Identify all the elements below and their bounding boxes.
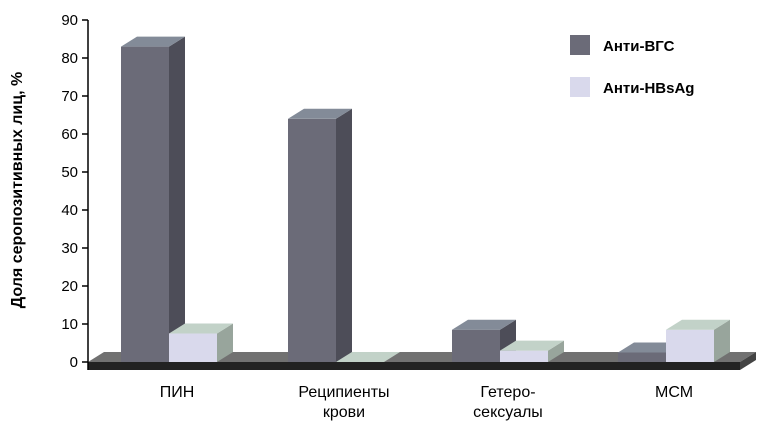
y-tick-label: 10	[61, 316, 78, 333]
floor-top	[88, 352, 756, 362]
y-tick-label: 20	[61, 278, 78, 295]
bar-side	[336, 108, 352, 362]
legend: Анти-ВГС Анти-HBsAg	[570, 35, 694, 97]
bar-top	[500, 340, 564, 351]
bar-top	[121, 36, 185, 47]
y-axis: 0 10 20 30 40 50 60 70 80 90	[61, 12, 89, 371]
bar-front	[169, 333, 217, 362]
bar-side	[217, 323, 233, 362]
y-tick-label: 80	[61, 50, 78, 67]
floor-side	[740, 352, 756, 370]
bar-front	[500, 350, 548, 362]
bar-front	[618, 352, 666, 362]
bar-anti-hbsag-2	[500, 340, 564, 362]
bars	[121, 36, 730, 362]
legend-swatch	[570, 77, 590, 97]
bar-top	[169, 323, 233, 334]
bar-anti-hcv-0	[121, 36, 185, 362]
y-tick-label: 30	[61, 240, 78, 257]
bar-side	[169, 36, 185, 362]
bar-top	[452, 319, 516, 330]
bar-top	[666, 319, 730, 330]
bar-front	[666, 329, 714, 362]
bar-top	[336, 352, 400, 362]
y-axis-title: Доля серопозитивных лиц, %	[9, 72, 26, 308]
chart-floor	[88, 352, 756, 370]
bar-side	[714, 319, 730, 362]
bar-anti-hbsag-3	[666, 319, 730, 362]
x-category-label: Реципиенты крови	[298, 384, 389, 421]
bar-front	[121, 46, 169, 362]
bar-side	[548, 340, 564, 362]
legend-label: Анти-ВГС	[603, 38, 675, 55]
floor-front	[88, 362, 740, 370]
x-category-label: ПИН	[160, 384, 195, 401]
y-tick-label: 90	[61, 12, 78, 29]
y-tick-label: 70	[61, 88, 78, 105]
legend-swatch	[570, 35, 590, 55]
bar-front	[452, 329, 500, 362]
bar-top	[288, 108, 352, 119]
bar-front	[288, 118, 336, 362]
y-tick-label: 60	[61, 126, 78, 143]
y-tick-label: 0	[70, 354, 78, 371]
x-category-label: МСМ	[655, 384, 693, 401]
legend-label: Анти-HBsAg	[603, 80, 694, 97]
x-category-label: Гетеро-сексуалы	[473, 384, 543, 421]
bar-anti-hbsag-1	[336, 352, 400, 362]
y-tick-label: 40	[61, 202, 78, 219]
y-tick-label: 50	[61, 164, 78, 181]
category-labels: ПИН Реципиенты крови Гетеро-сексуалы МСМ	[160, 384, 693, 421]
bar-anti-hcv-1	[288, 108, 352, 362]
bar-anti-hbsag-0	[169, 323, 233, 362]
